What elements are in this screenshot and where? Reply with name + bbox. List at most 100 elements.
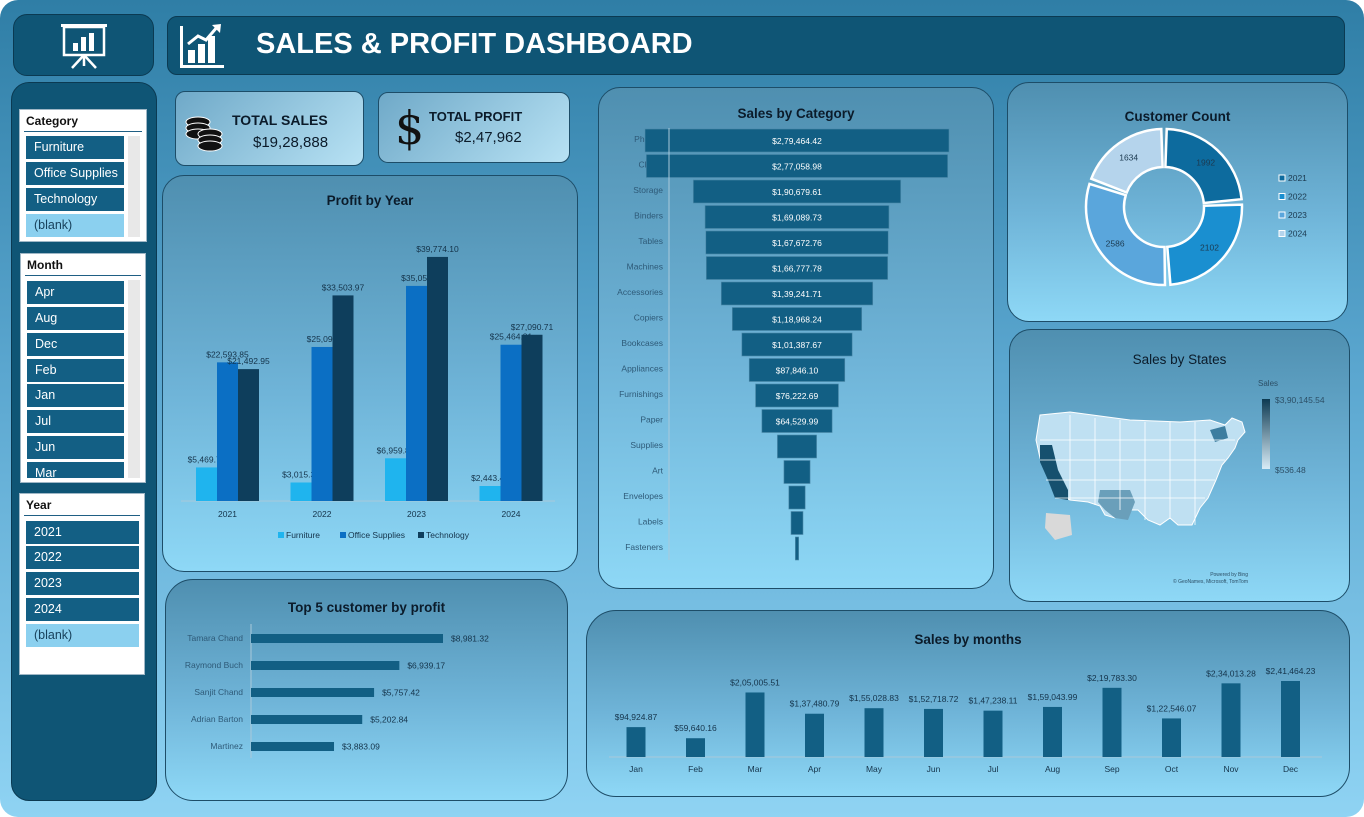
top-customers-panel: Top 5 customer by profit Tamara Chand $8,… xyxy=(165,579,568,801)
month-item-jun[interactable]: Jun xyxy=(27,436,124,459)
month-data-label: $59,640.16 xyxy=(674,723,717,733)
donut-data-label: 1634 xyxy=(1119,152,1138,162)
month-item-aug[interactable]: Aug xyxy=(27,307,124,330)
month-item-jan[interactable]: Jan xyxy=(27,384,124,407)
year-slicer-title: Year xyxy=(26,498,52,512)
year-slicer: Year 2021 2022 2023 2024 (blank) xyxy=(19,493,145,675)
category-bar xyxy=(692,179,902,204)
year-tick-label: 2023 xyxy=(407,509,426,519)
profit-bar xyxy=(500,344,522,501)
customer-data-label: $5,202.84 xyxy=(370,715,408,725)
profit-bar xyxy=(479,486,501,501)
category-bar xyxy=(777,434,817,459)
year-item-2021[interactable]: 2021 xyxy=(26,521,139,544)
month-bar xyxy=(745,692,765,757)
category-scrollbar[interactable] xyxy=(128,136,140,237)
category-tick-label: Accessories xyxy=(617,287,663,297)
profit-data-label: $2,443.40 xyxy=(471,473,509,483)
month-data-label: $1,52,718.72 xyxy=(909,694,959,704)
texas-region xyxy=(1098,490,1135,520)
customer-data-label: $8,981.32 xyxy=(451,634,489,644)
customer-tick-label: Raymond Buch xyxy=(185,660,243,670)
month-data-label: $1,59,043.99 xyxy=(1028,692,1078,702)
month-tick-label: Aug xyxy=(1045,764,1060,774)
profit-bar xyxy=(406,285,427,501)
year-item-2022[interactable]: 2022 xyxy=(26,546,139,569)
category-tick-label: Storage xyxy=(633,185,663,195)
month-item-feb[interactable]: Feb xyxy=(27,359,124,382)
category-item-technology[interactable]: Technology xyxy=(26,188,124,211)
month-bar xyxy=(686,738,705,757)
sales-by-months-chart: $94,924.87 Jan $59,640.16 Feb $2,05,005.51 Ma… xyxy=(609,666,1322,774)
month-item-apr[interactable]: Apr xyxy=(27,281,124,304)
alaska-region xyxy=(1045,513,1072,540)
profit-by-year-title: Profit by Year xyxy=(326,193,414,208)
legend-label: 2023 xyxy=(1288,210,1307,220)
category-tick-label: Envelopes xyxy=(623,491,663,501)
month-item-jul[interactable]: Jul xyxy=(27,410,124,433)
year-item-2023[interactable]: 2023 xyxy=(26,572,139,595)
month-tick-label: May xyxy=(866,764,883,774)
map-credit-sources: © GeoNames, Microsoft, TomTom xyxy=(1173,578,1248,585)
category-tick-label: Machines xyxy=(627,262,663,272)
legend-swatch xyxy=(1278,211,1286,219)
sales-by-category-panel: Sales by Category Phones$2,79,464.42Chai… xyxy=(598,87,994,589)
year-item-2024[interactable]: 2024 xyxy=(26,598,139,621)
category-bar xyxy=(731,307,863,331)
top-customers-title: Top 5 customer by profit xyxy=(287,600,446,615)
map-legend-scale xyxy=(1262,399,1270,469)
month-slicer: Month Apr Aug Dec Feb Jan Jul Jun Mar xyxy=(20,253,146,483)
month-scrollbar[interactable] xyxy=(128,280,140,478)
total-profit-card: $ TOTAL PROFIT $2,47,962 xyxy=(378,92,570,163)
legend-label: 2024 xyxy=(1288,229,1307,239)
legend-swatch xyxy=(278,532,284,538)
category-bar xyxy=(741,332,853,357)
year-tick-label: 2021 xyxy=(218,509,237,519)
bar-chart-icon xyxy=(180,24,224,68)
month-bar xyxy=(924,708,943,757)
category-item-office-supplies[interactable]: Office Supplies xyxy=(26,162,124,185)
category-data-label: $2,79,464.42 xyxy=(772,136,822,146)
month-bar xyxy=(1102,687,1122,757)
month-slicer-title: Month xyxy=(27,258,63,272)
map-legend-min: $536.48 xyxy=(1275,465,1306,475)
donut-data-label: 1992 xyxy=(1196,157,1215,167)
month-item-mar[interactable]: Mar xyxy=(27,462,124,478)
category-item-furniture[interactable]: Furniture xyxy=(26,136,124,159)
month-tick-label: Jul xyxy=(988,764,999,774)
profit-data-label: $21,492.95 xyxy=(227,356,270,366)
legend-swatch xyxy=(418,532,424,538)
slicer-divider xyxy=(24,131,142,132)
category-tick-label: Appliances xyxy=(621,364,663,374)
category-data-label: $1,18,968.24 xyxy=(772,315,822,325)
slicer-divider xyxy=(25,275,141,276)
category-tick-label: Binders xyxy=(634,211,663,221)
profit-data-label: $25,099 xyxy=(307,334,338,344)
category-bar xyxy=(705,230,889,255)
category-tick-label: Paper xyxy=(640,415,663,425)
category-tick-label: Bookcases xyxy=(621,338,663,348)
coins-icon xyxy=(185,116,223,152)
profit-by-year-chart: $5,469.72 $22,593.85$21,492.95 2021 $3,015.… xyxy=(181,244,555,540)
category-data-label: $87,846.10 xyxy=(776,366,819,376)
profit-data-label: $39,774.10 xyxy=(416,244,459,254)
category-bar xyxy=(795,536,799,561)
month-bar xyxy=(805,713,824,757)
month-data-label: $2,41,464.23 xyxy=(1266,666,1316,676)
category-item-blank[interactable]: (blank) xyxy=(26,214,124,237)
year-item-blank[interactable]: (blank) xyxy=(26,624,139,647)
category-data-label: $1,67,672.76 xyxy=(772,238,822,248)
sales-by-category-chart: Phones$2,79,464.42Chairs$2,77,058.98Stor… xyxy=(617,128,950,561)
category-tick-label: Labels xyxy=(638,517,663,527)
profit-data-label: $35,052 xyxy=(401,273,432,283)
month-bar xyxy=(1043,706,1062,757)
month-data-label: $2,19,783.30 xyxy=(1087,673,1137,683)
profit-data-label: $5,469.72 xyxy=(188,454,226,464)
legend-label: Technology xyxy=(426,530,470,540)
month-bar xyxy=(1281,681,1300,757)
category-tick-label: Art xyxy=(652,466,664,476)
category-bar xyxy=(646,154,948,178)
month-item-dec[interactable]: Dec xyxy=(27,333,124,356)
category-bar xyxy=(644,128,950,153)
category-tick-label: Supplies xyxy=(630,440,663,450)
